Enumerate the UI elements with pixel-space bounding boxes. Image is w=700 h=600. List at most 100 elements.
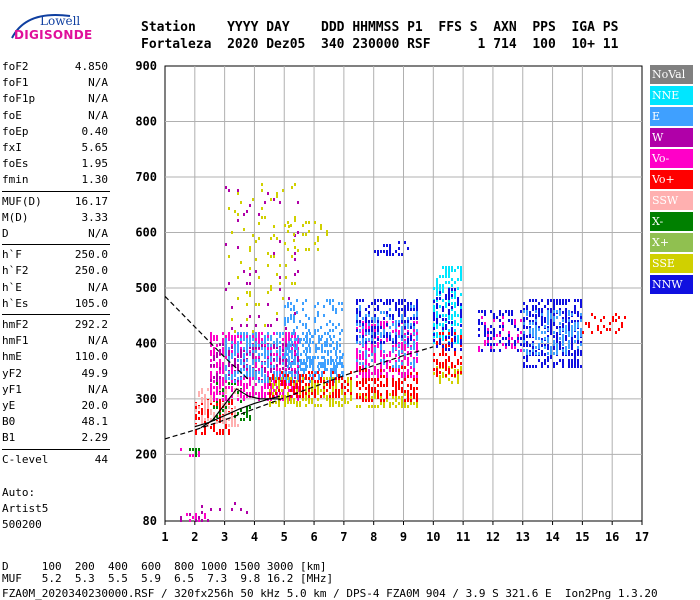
data-point	[297, 377, 299, 380]
data-point	[314, 305, 316, 308]
data-point	[237, 246, 239, 249]
data-point	[314, 317, 316, 320]
data-point	[264, 350, 266, 353]
data-point	[508, 340, 510, 343]
data-point	[306, 332, 308, 335]
data-point	[523, 317, 525, 320]
data-point	[234, 361, 236, 364]
data-point	[264, 374, 266, 377]
data-point	[559, 326, 561, 329]
data-point	[299, 365, 301, 368]
data-point	[219, 365, 221, 368]
data-point	[547, 344, 549, 347]
data-point	[380, 369, 382, 372]
digisonde-logo: Lowell DIGISONDE	[4, 6, 92, 46]
data-point	[359, 369, 361, 372]
data-point	[317, 380, 319, 383]
data-point	[299, 377, 301, 380]
data-point	[538, 337, 540, 340]
data-point	[329, 401, 331, 404]
data-point	[231, 344, 233, 347]
data-point	[451, 330, 453, 333]
data-point	[207, 388, 209, 391]
data-point	[231, 371, 233, 374]
data-point	[484, 328, 486, 331]
data-point	[550, 311, 552, 314]
data-point	[249, 291, 251, 294]
data-point	[538, 359, 540, 362]
data-point	[395, 250, 397, 253]
data-point	[219, 405, 221, 408]
data-point	[201, 415, 203, 418]
data-point	[433, 315, 435, 318]
data-point	[258, 222, 260, 225]
data-point	[454, 296, 456, 299]
data-point	[380, 324, 382, 327]
data-point	[374, 317, 376, 320]
data-point	[222, 377, 224, 380]
data-point	[362, 299, 364, 302]
data-point	[439, 371, 441, 374]
data-point	[258, 359, 260, 362]
data-point	[207, 418, 209, 421]
data-point	[433, 305, 435, 308]
data-point	[571, 328, 573, 331]
data-point	[282, 338, 284, 341]
data-point	[249, 365, 251, 368]
data-point	[338, 389, 340, 392]
data-point	[377, 332, 379, 335]
data-point	[291, 255, 293, 258]
data-point	[547, 326, 549, 329]
data-point	[317, 239, 319, 242]
data-point	[404, 348, 406, 351]
data-point	[213, 376, 215, 379]
data-point	[302, 392, 304, 395]
data-point	[317, 347, 319, 350]
data-point	[565, 302, 567, 305]
data-point	[547, 328, 549, 331]
data-point	[362, 341, 364, 344]
data-point	[398, 247, 400, 250]
data-point	[234, 338, 236, 341]
data-point	[359, 387, 361, 390]
data-point	[481, 322, 483, 325]
data-point	[457, 266, 459, 269]
data-point	[439, 353, 441, 356]
data-point	[395, 360, 397, 363]
data-point	[294, 273, 296, 276]
data-point	[234, 353, 236, 356]
data-point	[442, 327, 444, 330]
data-point	[267, 303, 269, 306]
data-point	[207, 414, 209, 417]
data-point	[374, 393, 376, 396]
data-point	[484, 310, 486, 313]
data-point	[323, 314, 325, 317]
data-point	[332, 389, 334, 392]
data-point	[216, 398, 218, 401]
data-point	[439, 362, 441, 365]
data-point	[362, 393, 364, 396]
data-point	[487, 340, 489, 343]
data-point	[386, 378, 388, 381]
data-point	[597, 328, 599, 331]
data-point	[380, 384, 382, 387]
data-point	[201, 411, 203, 414]
data-point	[493, 343, 495, 346]
data-point	[392, 369, 394, 372]
data-point	[231, 364, 233, 367]
data-point	[204, 418, 206, 421]
data-point	[392, 321, 394, 324]
data-point	[213, 338, 215, 341]
data-point	[246, 352, 248, 355]
data-point	[219, 383, 221, 386]
data-point	[439, 342, 441, 345]
data-point	[309, 350, 311, 353]
data-point	[454, 332, 456, 335]
data-point	[278, 380, 280, 383]
data-point	[288, 356, 290, 359]
data-point	[204, 406, 206, 409]
data-point	[374, 357, 376, 360]
data-point	[580, 331, 582, 334]
param-label: h`F2	[2, 264, 29, 278]
data-point	[198, 411, 200, 414]
